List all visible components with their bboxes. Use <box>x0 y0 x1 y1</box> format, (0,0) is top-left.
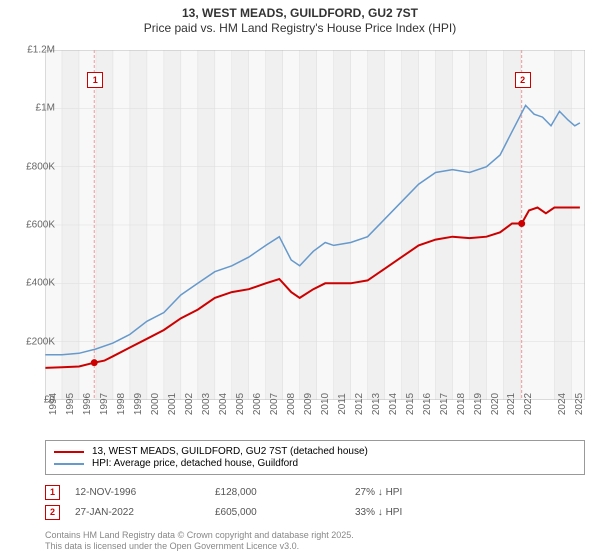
x-axis-label: 2021 <box>506 393 517 415</box>
sale-row-2: 2 27-JAN-2022 £605,000 33% ↓ HPI <box>45 505 585 520</box>
x-axis-label: 2004 <box>218 393 229 415</box>
sale-price: £128,000 <box>215 487 355 498</box>
x-axis-label: 2003 <box>201 393 212 415</box>
sale-hpi-delta: 33% ↓ HPI <box>355 507 495 518</box>
legend-swatch <box>54 463 84 465</box>
chart-marker-box: 2 <box>515 72 531 88</box>
sale-row-1: 1 12-NOV-1996 £128,000 27% ↓ HPI <box>45 485 585 500</box>
x-axis-label: 1998 <box>116 393 127 415</box>
chart-area <box>45 50 585 400</box>
sale-marker: 2 <box>45 505 60 520</box>
copyright-line-2: This data is licensed under the Open Gov… <box>45 541 354 552</box>
x-axis-label: 1997 <box>99 393 110 415</box>
y-axis-label: £1M <box>15 103 55 114</box>
sale-price: £605,000 <box>215 507 355 518</box>
x-axis-label: 2007 <box>269 393 280 415</box>
copyright-block: Contains HM Land Registry data © Crown c… <box>45 530 354 552</box>
x-axis-label: 2009 <box>303 393 314 415</box>
y-axis-label: £200K <box>15 336 55 347</box>
x-axis-label: 2011 <box>337 393 348 415</box>
x-axis-label: 1999 <box>133 393 144 415</box>
x-axis-label: 2002 <box>184 393 195 415</box>
legend-item-hpi: HPI: Average price, detached house, Guil… <box>54 458 576 469</box>
x-axis-label: 2001 <box>167 393 178 415</box>
x-axis-label: 2014 <box>388 393 399 415</box>
x-axis-label: 1995 <box>65 393 76 415</box>
x-axis-label: 2016 <box>422 393 433 415</box>
x-axis-label: 2006 <box>252 393 263 415</box>
x-axis-label: 2025 <box>574 393 585 415</box>
legend-box: 13, WEST MEADS, GUILDFORD, GU2 7ST (deta… <box>45 440 585 475</box>
x-axis-label: 2024 <box>557 393 568 415</box>
x-axis-label: 2019 <box>473 393 484 415</box>
x-axis-label: 2008 <box>286 393 297 415</box>
copyright-line-1: Contains HM Land Registry data © Crown c… <box>45 530 354 541</box>
legend-label: HPI: Average price, detached house, Guil… <box>92 458 298 469</box>
x-axis-label: 2015 <box>405 393 416 415</box>
x-axis-label: 2000 <box>150 393 161 415</box>
x-axis-label: 2013 <box>371 393 382 415</box>
y-axis-label: £400K <box>15 278 55 289</box>
sale-date: 27-JAN-2022 <box>75 507 215 518</box>
y-axis-label: £600K <box>15 220 55 231</box>
y-axis-label: £1.2M <box>15 45 55 56</box>
sale-marker: 1 <box>45 485 60 500</box>
x-axis-label: 2012 <box>354 393 365 415</box>
legend-label: 13, WEST MEADS, GUILDFORD, GU2 7ST (deta… <box>92 446 368 457</box>
x-axis-label: 1996 <box>82 393 93 415</box>
sale-date: 12-NOV-1996 <box>75 487 215 498</box>
x-axis-label: 2017 <box>439 393 450 415</box>
y-axis-label: £800K <box>15 161 55 172</box>
x-axis-label: 2010 <box>320 393 331 415</box>
x-axis-label: 2022 <box>523 393 534 415</box>
chart-marker-box: 1 <box>87 72 103 88</box>
title-line-2: Price paid vs. HM Land Registry's House … <box>0 21 600 35</box>
legend-item-price-paid: 13, WEST MEADS, GUILDFORD, GU2 7ST (deta… <box>54 446 576 457</box>
sale-hpi-delta: 27% ↓ HPI <box>355 487 495 498</box>
legend-swatch <box>54 451 84 453</box>
x-axis-label: 2005 <box>235 393 246 415</box>
title-line-1: 13, WEST MEADS, GUILDFORD, GU2 7ST <box>0 6 600 20</box>
x-axis-label: 2020 <box>490 393 501 415</box>
x-axis-label: 1994 <box>48 393 59 415</box>
chart-svg <box>45 50 585 400</box>
chart-title-block: 13, WEST MEADS, GUILDFORD, GU2 7ST Price… <box>0 0 600 37</box>
x-axis-label: 2018 <box>456 393 467 415</box>
